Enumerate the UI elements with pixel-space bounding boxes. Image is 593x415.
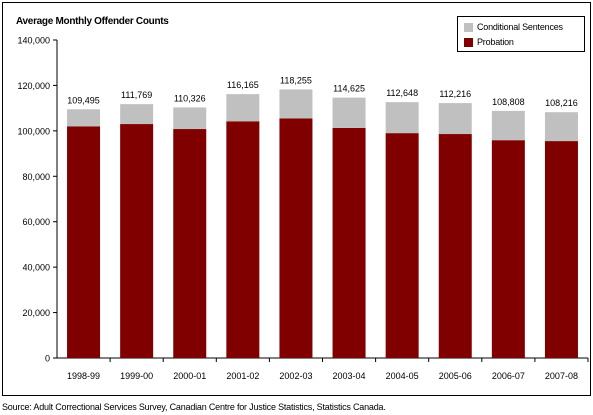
total-data-label: 114,625	[333, 84, 365, 94]
y-tick-label: 60,000	[22, 217, 50, 227]
x-tick-label: 2002-03	[279, 371, 312, 381]
x-tick-label: 2007-08	[545, 371, 578, 381]
x-tick-label: 2000-01	[173, 371, 206, 381]
total-data-label: 112,648	[386, 88, 418, 98]
bar-probation	[120, 124, 154, 359]
y-tick-label: 0	[45, 354, 50, 364]
bar-conditional-sentences	[491, 110, 525, 141]
total-data-label: 110,326	[174, 93, 206, 103]
y-tick-label: 120,000	[17, 81, 50, 91]
x-tick-label: 1998-99	[67, 371, 100, 381]
bar-conditional-sentences	[279, 89, 313, 119]
legend-item-conditional-sentences: Conditional Sentences	[464, 21, 563, 33]
bar-conditional-sentences	[173, 107, 207, 130]
x-tick-label: 2003-04	[333, 371, 366, 381]
x-tick-label: 2006-07	[492, 371, 525, 381]
bar-probation	[491, 140, 525, 358]
bar-probation	[385, 133, 419, 358]
x-tick-label: 1999-00	[120, 371, 153, 381]
bar-probation	[544, 141, 578, 358]
x-tick-label: 2005-06	[439, 371, 472, 381]
source-note: Source: Adult Correctional Services Surv…	[2, 402, 386, 412]
legend-swatch-probation	[464, 37, 473, 47]
total-data-label: 108,808	[492, 97, 525, 107]
total-data-label: 108,216	[545, 98, 578, 108]
legend-swatch-conditional-sentences	[464, 22, 473, 32]
y-tick-label: 40,000	[22, 263, 50, 273]
legend-label-probation: Probation	[477, 37, 514, 47]
total-data-label: 109,495	[67, 95, 100, 105]
bar-probation	[438, 134, 472, 358]
bar-conditional-sentences	[385, 102, 419, 134]
bar-conditional-sentences	[544, 112, 578, 142]
y-tick-label: 80,000	[22, 172, 50, 182]
bar-probation	[67, 126, 101, 358]
total-data-label: 116,165	[227, 80, 259, 90]
total-data-label: 112,216	[439, 89, 471, 99]
total-data-label: 111,769	[121, 90, 152, 100]
bar-chart-plot: 0 20,000 40,000 60,000 80,000 100,000 120,000 1…	[17, 36, 589, 381]
y-tick-label: 140,000	[17, 36, 50, 46]
y-tick-label: 20,000	[22, 308, 50, 318]
bar-conditional-sentences	[438, 103, 472, 135]
total-data-label: 118,255	[280, 75, 312, 85]
bar-probation	[173, 129, 207, 358]
bar-probation	[332, 127, 366, 358]
legend-label-conditional-sentences: Conditional Sentences	[477, 22, 563, 32]
legend: Conditional Sentences Probation	[457, 16, 585, 52]
bar-conditional-sentences	[67, 109, 101, 127]
bar-conditional-sentences	[120, 104, 154, 125]
chart-title: Average Monthly Offender Counts	[16, 16, 169, 27]
bar-probation	[279, 118, 313, 358]
x-tick-label: 2004-05	[386, 371, 419, 381]
y-tick-label: 100,000	[17, 126, 50, 136]
bar-conditional-sentences	[332, 97, 366, 128]
bar-conditional-sentences	[226, 94, 260, 122]
chart-area: Average Monthly Offender Counts Conditio…	[2, 2, 591, 396]
bar-probation	[226, 121, 260, 359]
legend-item-probation: Probation	[464, 36, 514, 48]
x-tick-label: 2001-02	[226, 371, 259, 381]
